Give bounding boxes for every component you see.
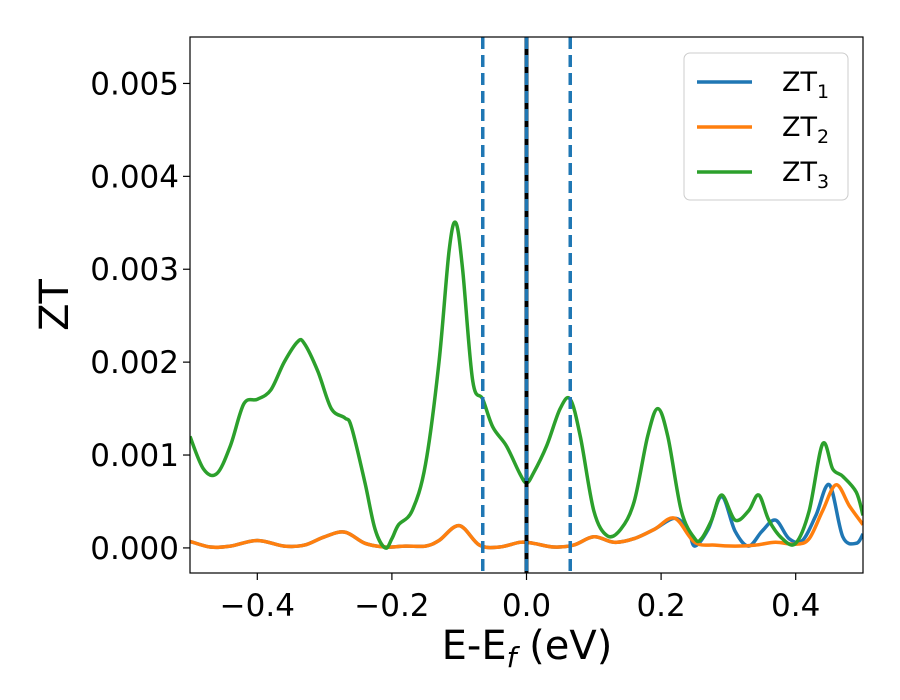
- legend: ZT1 ZT2 ZT3: [683, 52, 849, 201]
- y-tick-label: 0.000: [90, 531, 179, 567]
- y-tick-label: 0.005: [90, 66, 179, 102]
- legend-label-zt1: ZT1: [782, 67, 829, 103]
- series-line-zt3: [190, 220, 863, 550]
- y-tick-label: 0.002: [90, 345, 179, 381]
- y-axis-label: ZT: [32, 279, 78, 331]
- y-tick-label: 0.004: [90, 159, 179, 195]
- y-tick-label: 0.003: [90, 252, 179, 288]
- y-tick-label: 0.001: [90, 438, 179, 474]
- x-tick-label: 0.0: [502, 588, 551, 624]
- x-tick-label: −0.4: [220, 588, 295, 624]
- x-tick-label: −0.2: [354, 588, 429, 624]
- legend-label-zt2: ZT2: [782, 112, 829, 148]
- x-axis-label: E-Ef (eV): [442, 623, 613, 674]
- x-tick-label: 0.2: [636, 588, 685, 624]
- series-line-zt2: [190, 483, 863, 550]
- legend-label-zt3: ZT3: [782, 157, 829, 193]
- x-tick-label: 0.4: [771, 588, 820, 624]
